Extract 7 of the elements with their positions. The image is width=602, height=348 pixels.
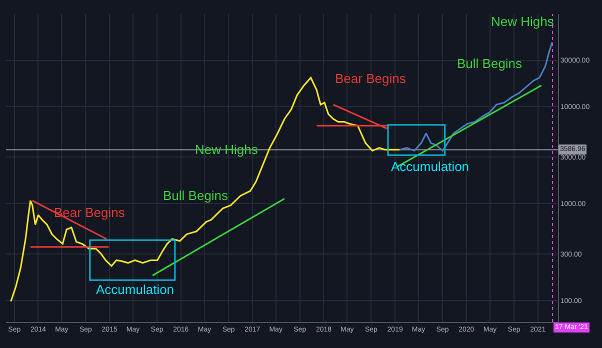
annotation: Bull Begins xyxy=(457,56,523,71)
annotation: Accumulation xyxy=(96,282,174,297)
annotation: New Highs xyxy=(491,14,554,29)
annotation: Bear Begins xyxy=(335,71,406,86)
annotation: Bear Begins xyxy=(54,205,126,220)
annotation: Accumulation xyxy=(391,159,470,174)
annotation: Bull Begins xyxy=(163,188,229,203)
